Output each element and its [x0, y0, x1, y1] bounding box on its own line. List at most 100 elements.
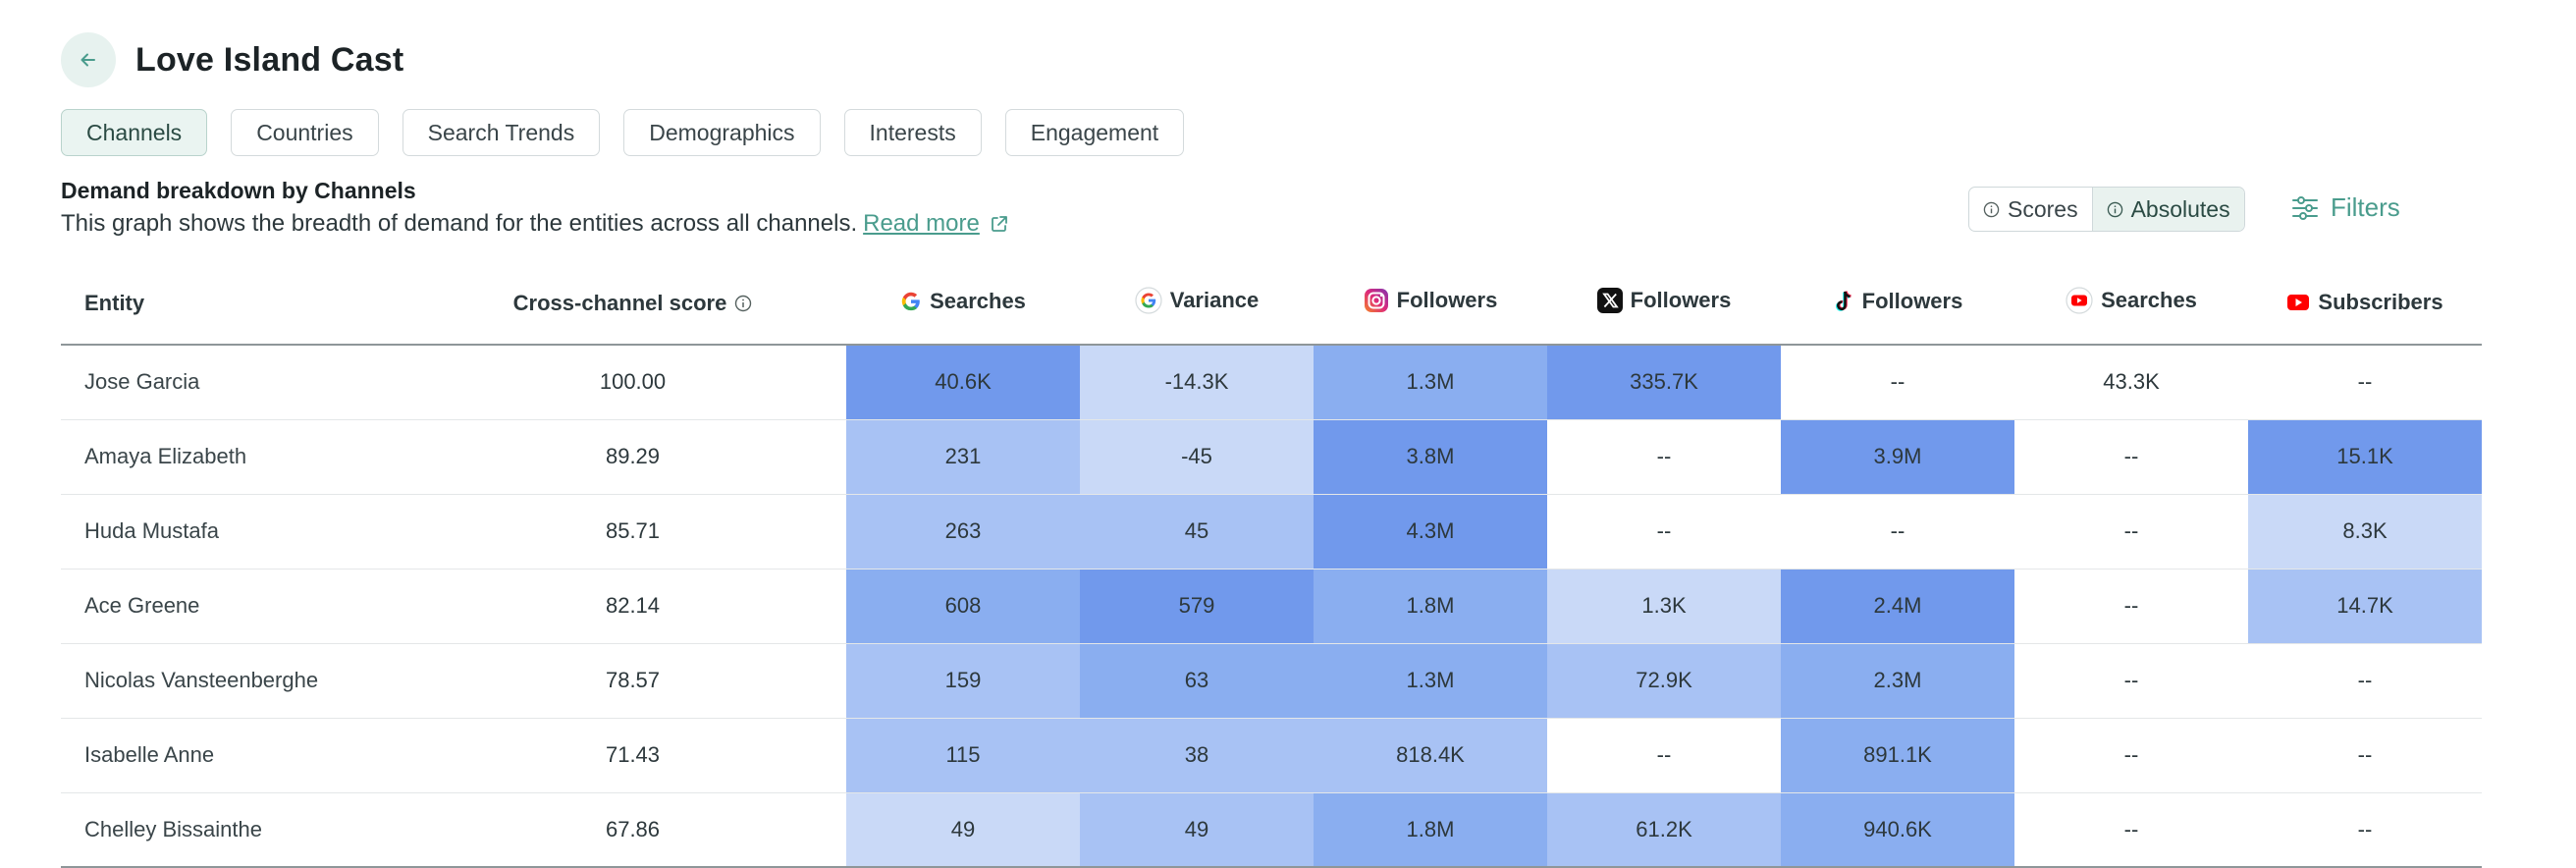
channel-value-cell: -45	[1080, 419, 1314, 495]
tab-demographics[interactable]: Demographics	[623, 109, 821, 156]
scores-option[interactable]: Scores	[1969, 188, 2092, 231]
channel-value-cell: 4.3M	[1314, 494, 1547, 570]
channel-value-cell: --	[2248, 792, 2482, 868]
tab-engagement[interactable]: Engagement	[1004, 109, 1185, 156]
description-text: This graph shows the breadth of demand f…	[61, 210, 858, 237]
cross-channel-score-cell: 85.71	[419, 494, 846, 570]
table-header-row: Entity Cross-channel score Searches	[61, 263, 2482, 346]
google-icon	[900, 291, 922, 312]
table-row[interactable]: Chelley Bissainthe 67.86 49 49 1.8M 61.2K 940.…	[61, 792, 2482, 868]
scores-label: Scores	[2008, 195, 2078, 222]
channel-value-cell: 891.1K	[1781, 718, 2014, 793]
channel-value-cell: --	[1547, 718, 1781, 793]
entity-name-cell: Isabelle Anne	[61, 718, 419, 793]
column-header-youtube-searches[interactable]: Searches	[2014, 263, 2248, 346]
header-label: Followers	[1861, 288, 1963, 313]
external-link-icon[interactable]	[990, 214, 1009, 234]
filters-button[interactable]: Filters	[2291, 192, 2400, 223]
header-label: Variance	[1169, 288, 1260, 312]
table-row[interactable]: Nicolas Vansteenberghe 78.57 159 63 1.3M 72.9…	[61, 643, 2482, 719]
section-description: This graph shows the breadth of demand f…	[61, 210, 1009, 238]
column-header-score[interactable]: Cross-channel score	[419, 263, 846, 346]
channel-value-cell: --	[1781, 345, 2014, 420]
page-title: Love Island Cast	[135, 40, 404, 79]
back-button[interactable]	[61, 32, 116, 87]
channel-value-cell: --	[2014, 419, 2248, 495]
table-row[interactable]: Isabelle Anne 71.43 115 38 818.4K -- 891.1K -- -…	[61, 718, 2482, 793]
channel-value-cell: --	[2248, 643, 2482, 719]
column-header-youtube-subscribers[interactable]: Subscribers	[2248, 263, 2482, 346]
channel-value-cell: --	[2014, 494, 2248, 570]
channel-value-cell: 8.3K	[2248, 494, 2482, 570]
cross-channel-score-cell: 82.14	[419, 569, 846, 644]
table-body: Jose Garcia 100.00 40.6K -14.3K 1.3M 335.7K --…	[61, 345, 2482, 868]
channel-value-cell: 61.2K	[1547, 792, 1781, 868]
tab-countries[interactable]: Countries	[231, 109, 379, 156]
tab-search-trends[interactable]: Search Trends	[402, 109, 601, 156]
score-header-label: Cross-channel score	[512, 291, 727, 315]
read-more-link[interactable]: Read more	[863, 210, 980, 237]
header-label: Searches	[930, 289, 1026, 313]
channels-table: Entity Cross-channel score Searches	[61, 263, 2482, 868]
entity-name-cell: Ace Greene	[61, 569, 419, 644]
scores-absolutes-toggle: Scores Absolutes	[1968, 187, 2245, 232]
table-row[interactable]: Huda Mustafa 85.71 263 45 4.3M -- -- -- 8.3K	[61, 494, 2482, 570]
cross-channel-score-cell: 78.57	[419, 643, 846, 719]
column-header-tiktok-followers[interactable]: Followers	[1781, 263, 2014, 346]
entity-name-cell: Huda Mustafa	[61, 494, 419, 570]
column-header-instagram-followers[interactable]: Followers	[1314, 263, 1547, 346]
table-row[interactable]: Ace Greene 82.14 608 579 1.8M 1.3K 2.4M -- 14.7K	[61, 569, 2482, 644]
tab-bar: Channels Countries Search Trends Demogra…	[61, 109, 1185, 156]
column-header-google-variance[interactable]: Variance	[1080, 263, 1314, 346]
column-header-google-searches[interactable]: Searches	[846, 263, 1080, 346]
instagram-icon	[1364, 288, 1389, 313]
absolutes-option[interactable]: Absolutes	[2091, 188, 2244, 231]
google-icon	[1135, 287, 1162, 314]
header-label: Followers	[1396, 288, 1498, 312]
entity-name-cell: Nicolas Vansteenberghe	[61, 643, 419, 719]
tab-channels[interactable]: Channels	[61, 109, 208, 156]
entity-name-cell: Amaya Elizabeth	[61, 419, 419, 495]
arrow-left-icon	[79, 50, 98, 70]
page-header: Love Island Cast	[61, 32, 403, 87]
x-icon	[1596, 288, 1623, 313]
channel-value-cell: 40.6K	[846, 345, 1080, 420]
channel-value-cell: 579	[1080, 569, 1314, 644]
channel-value-cell: 159	[846, 643, 1080, 719]
channel-value-cell: 1.3M	[1314, 643, 1547, 719]
channel-value-cell: 45	[1080, 494, 1314, 570]
channel-value-cell: --	[2248, 345, 2482, 420]
info-icon[interactable]	[734, 295, 752, 312]
entity-name-cell: Chelley Bissainthe	[61, 792, 419, 868]
channel-value-cell: 608	[846, 569, 1080, 644]
channel-value-cell: 72.9K	[1547, 643, 1781, 719]
entity-name-cell: Jose Garcia	[61, 345, 419, 420]
column-header-entity[interactable]: Entity	[61, 263, 419, 346]
channel-value-cell: --	[2248, 718, 2482, 793]
header-label: Subscribers	[2318, 290, 2443, 314]
column-header-x-followers[interactable]: Followers	[1547, 263, 1781, 346]
header-label: Followers	[1630, 288, 1732, 312]
channel-value-cell: 335.7K	[1547, 345, 1781, 420]
info-icon	[1983, 201, 2000, 218]
channel-value-cell: --	[1547, 494, 1781, 570]
channel-value-cell: 49	[1080, 792, 1314, 868]
channel-value-cell: --	[2014, 718, 2248, 793]
channel-value-cell: 43.3K	[2014, 345, 2248, 420]
sliders-icon	[2291, 195, 2319, 221]
channel-value-cell: 63	[1080, 643, 1314, 719]
channel-value-cell: --	[2014, 643, 2248, 719]
channel-value-cell: -14.3K	[1080, 345, 1314, 420]
channel-value-cell: --	[2014, 792, 2248, 868]
channel-value-cell: --	[2014, 569, 2248, 644]
absolutes-label: Absolutes	[2130, 195, 2230, 222]
section-title: Demand breakdown by Channels	[61, 178, 416, 203]
channel-value-cell: --	[1781, 494, 2014, 570]
table-row[interactable]: Jose Garcia 100.00 40.6K -14.3K 1.3M 335.7K --…	[61, 345, 2482, 420]
channel-value-cell: 49	[846, 792, 1080, 868]
table-row[interactable]: Amaya Elizabeth 89.29 231 -45 3.8M -- 3.9M -- 15…	[61, 419, 2482, 495]
channel-value-cell: 2.3M	[1781, 643, 2014, 719]
tab-interests[interactable]: Interests	[843, 109, 982, 156]
cross-channel-score-cell: 89.29	[419, 419, 846, 495]
channel-value-cell: 3.8M	[1314, 419, 1547, 495]
